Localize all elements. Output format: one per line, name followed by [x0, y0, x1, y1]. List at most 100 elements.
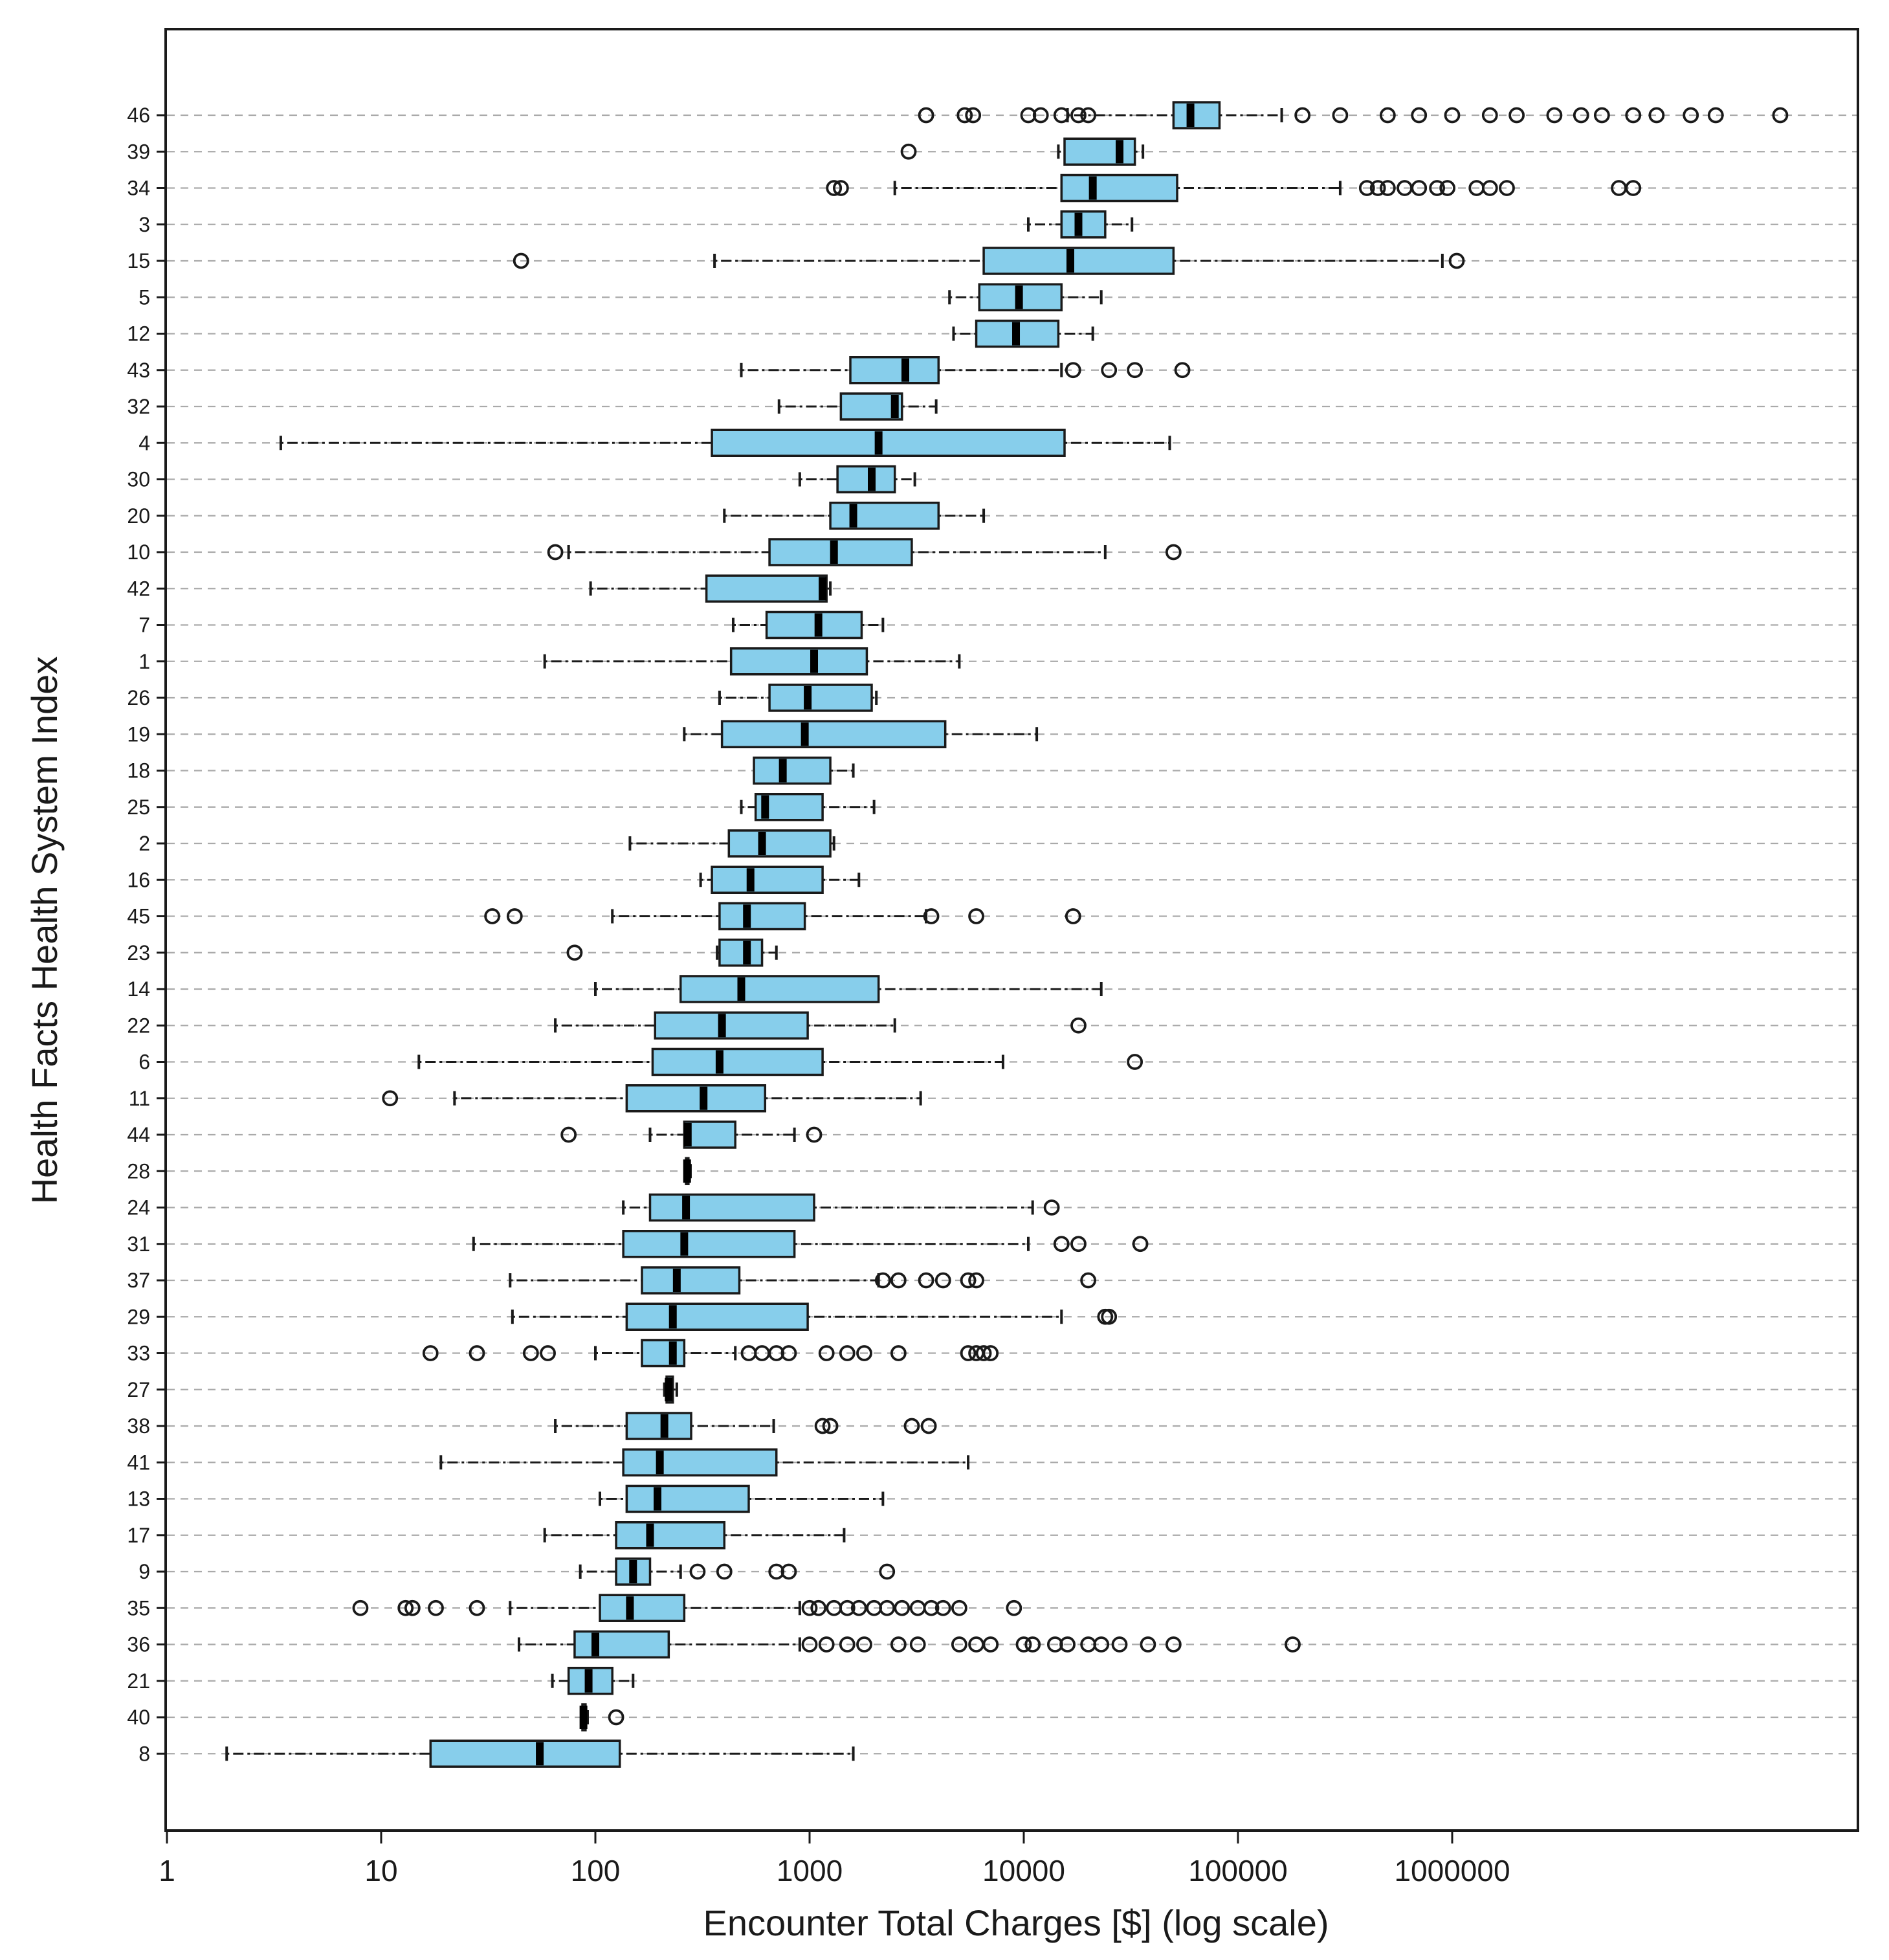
- outlier-row-35-15: [934, 1599, 951, 1616]
- iqr-box-row-29: [625, 1302, 809, 1331]
- outlier-row-35-4: [469, 1599, 485, 1616]
- category-label-row-20: 20: [127, 504, 150, 528]
- category-label-row-16: 16: [127, 868, 150, 891]
- outlier-row-33-11: [890, 1345, 907, 1361]
- iqr-box-row-39: [1063, 137, 1136, 166]
- outlier-row-38-3: [920, 1418, 937, 1434]
- outlier-row-33-2: [522, 1345, 539, 1361]
- box-row-15: [513, 247, 1465, 275]
- outlier-row-37-4: [960, 1272, 977, 1289]
- box-row-28: [683, 1157, 692, 1185]
- category-label-row-7: 7: [138, 614, 150, 637]
- outlier-row-35-0: [352, 1599, 369, 1616]
- category-label-row-40: 40: [127, 1706, 150, 1729]
- iqr-box-row-15: [982, 247, 1175, 275]
- iqr-box-row-37: [641, 1266, 741, 1295]
- category-label-row-10: 10: [127, 540, 150, 564]
- outlier-row-34-8: [1439, 180, 1456, 196]
- box-row-19: [683, 720, 1039, 748]
- outlier-row-36-15: [1111, 1636, 1128, 1653]
- median-row-45: [743, 904, 751, 928]
- box-row-43: [740, 356, 1191, 384]
- median-row-28: [683, 1159, 691, 1183]
- box-layer: [225, 101, 1789, 1768]
- outlier-row-35-11: [879, 1599, 896, 1616]
- outlier-row-33-3: [540, 1345, 556, 1361]
- median-row-3: [1074, 212, 1083, 236]
- box-row-36: [517, 1630, 1301, 1659]
- outlier-row-34-0: [826, 180, 843, 196]
- iqr-box-row-24: [648, 1193, 815, 1222]
- outlier-row-46-7: [1080, 107, 1097, 124]
- category-label-row-33: 33: [127, 1342, 150, 1365]
- outlier-row-46-0: [918, 107, 934, 124]
- outlier-row-46-14: [1508, 107, 1525, 124]
- outlier-row-46-12: [1444, 107, 1461, 124]
- outlier-row-46-15: [1546, 107, 1563, 124]
- outlier-row-9-4: [879, 1563, 896, 1580]
- outlier-row-46-16: [1573, 107, 1589, 124]
- outlier-row-44-1: [806, 1126, 823, 1143]
- outlier-row-35-12: [894, 1599, 911, 1616]
- category-label-row-4: 4: [138, 431, 150, 454]
- outlier-row-31-1: [1070, 1236, 1087, 1253]
- outlier-row-46-17: [1593, 107, 1610, 124]
- box-row-16: [699, 865, 861, 894]
- outlier-row-36-17: [1165, 1636, 1182, 1653]
- box-row-41: [439, 1448, 970, 1476]
- median-row-30: [868, 467, 876, 491]
- outlier-row-34-6: [1411, 180, 1428, 196]
- outlier-row-45-1: [506, 908, 523, 924]
- outlier-row-45-2: [923, 908, 940, 924]
- box-row-46: [918, 101, 1789, 129]
- category-labels: 4639343155124332430201042712619182521645…: [127, 104, 166, 1765]
- outlier-row-35-6: [810, 1599, 827, 1616]
- iqr-box-row-20: [829, 502, 940, 530]
- box-row-20: [723, 502, 986, 530]
- category-label-row-42: 42: [127, 577, 150, 600]
- outlier-row-33-0: [422, 1345, 439, 1361]
- category-label-row-41: 41: [127, 1451, 150, 1474]
- outlier-row-9-3: [780, 1563, 797, 1580]
- outlier-row-37-3: [934, 1272, 951, 1289]
- outlier-row-46-11: [1411, 107, 1428, 124]
- outlier-row-43-3: [1174, 362, 1191, 379]
- box-row-10: [547, 538, 1182, 566]
- outlier-row-35-14: [923, 1599, 940, 1616]
- outlier-row-34-13: [1625, 180, 1642, 196]
- iqr-box-row-44: [683, 1120, 736, 1149]
- iqr-box-row-31: [622, 1230, 796, 1258]
- x-tick-label-6: 1000000: [1394, 1854, 1510, 1888]
- category-label-row-24: 24: [127, 1196, 150, 1219]
- outlier-row-37-0: [874, 1272, 891, 1289]
- outlier-row-9-0: [689, 1563, 706, 1580]
- iqr-box-row-6: [651, 1047, 824, 1076]
- iqr-box-row-45: [718, 902, 806, 931]
- outlier-row-15-0: [513, 252, 529, 269]
- outlier-row-23-0: [566, 944, 583, 961]
- outlier-row-36-0: [801, 1636, 818, 1653]
- category-label-row-37: 37: [127, 1269, 150, 1292]
- outlier-row-31-0: [1053, 1236, 1070, 1253]
- category-label-row-23: 23: [127, 941, 150, 964]
- outlier-row-6-0: [1127, 1054, 1143, 1070]
- outlier-row-33-7: [780, 1345, 797, 1361]
- outlier-row-11-0: [382, 1090, 399, 1107]
- outlier-row-33-10: [856, 1345, 872, 1361]
- outlier-row-35-1: [397, 1599, 414, 1616]
- box-row-44: [560, 1120, 823, 1149]
- category-label-row-34: 34: [127, 177, 150, 200]
- box-row-40: [579, 1703, 624, 1732]
- x-tick-label-5: 100000: [1188, 1854, 1288, 1888]
- outlier-row-36-12: [1059, 1636, 1076, 1653]
- outlier-row-34-3: [1369, 180, 1386, 196]
- outlier-row-36-18: [1285, 1636, 1301, 1653]
- category-label-row-11: 11: [129, 1087, 150, 1110]
- iqr-box-row-46: [1172, 101, 1221, 129]
- iqr-box-row-13: [625, 1484, 750, 1513]
- x-axis-title: Encounter Total Charges [$] (log scale): [703, 1902, 1329, 1943]
- outlier-row-34-2: [1358, 180, 1375, 196]
- category-label-row-9: 9: [138, 1560, 150, 1583]
- median-row-15: [1066, 249, 1074, 273]
